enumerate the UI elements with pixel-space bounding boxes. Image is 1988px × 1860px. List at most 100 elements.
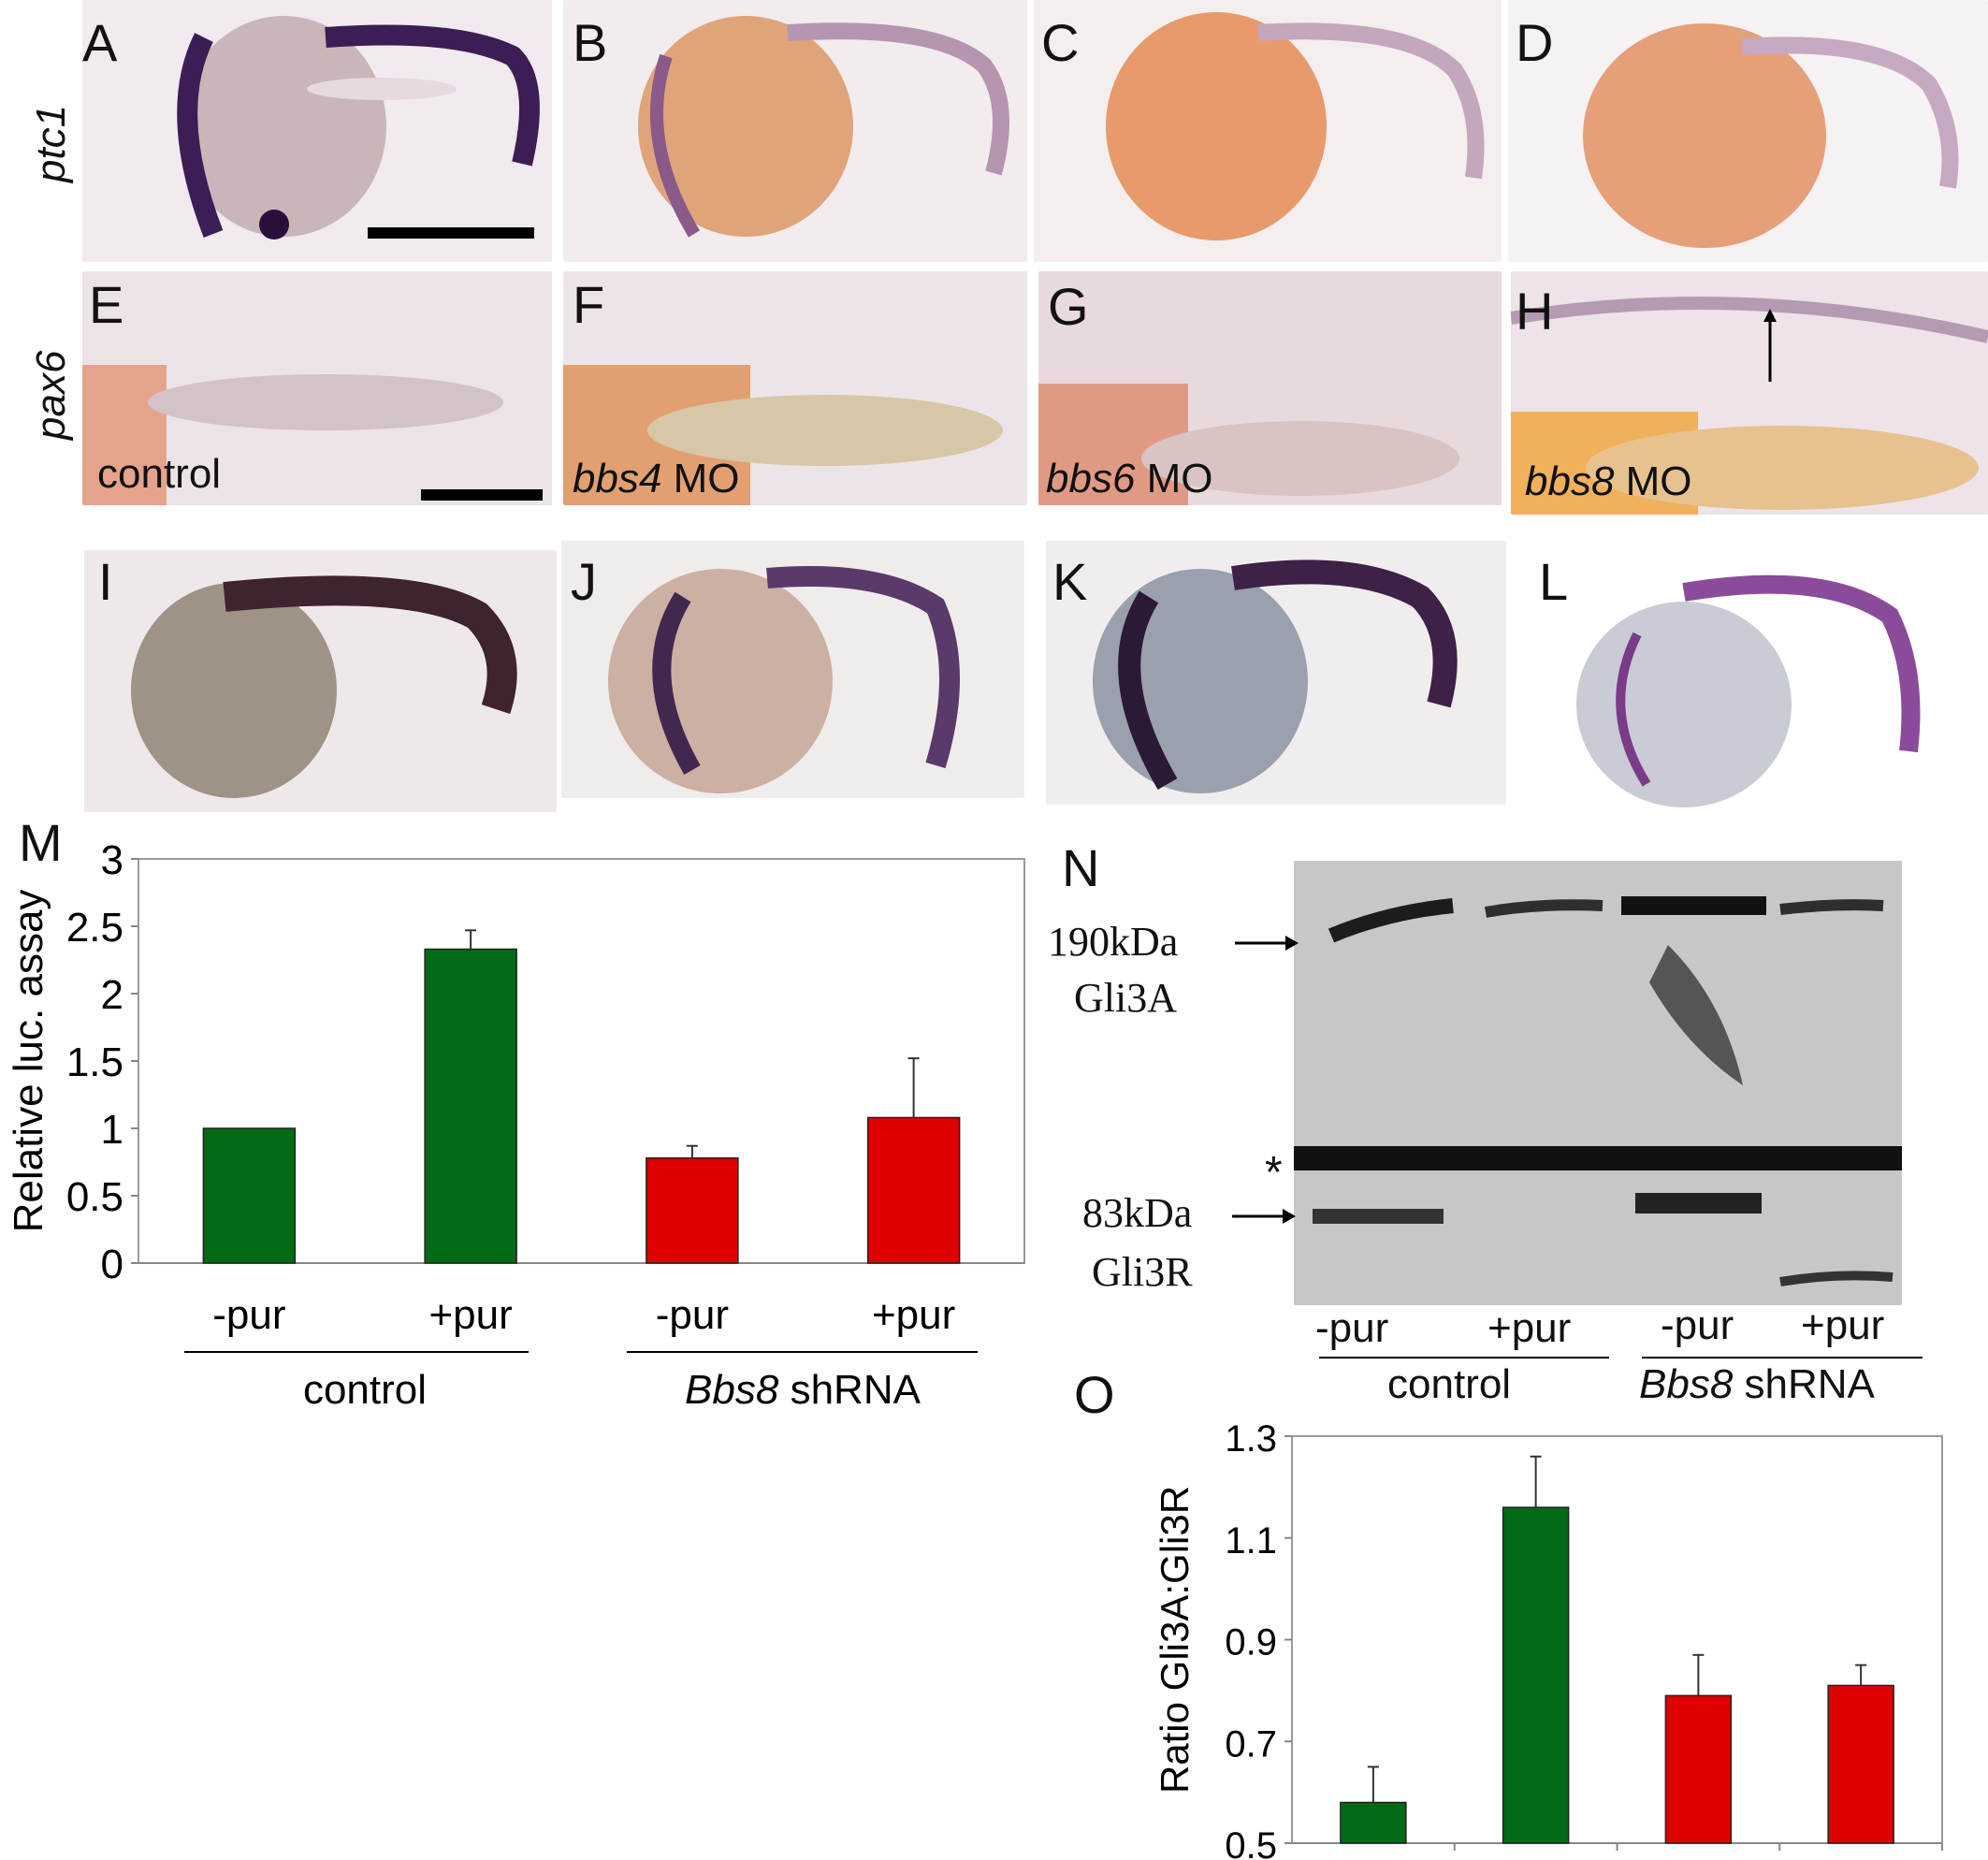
embryo-i-illustration bbox=[131, 575, 517, 798]
x-tick-label-2: -pur bbox=[656, 1292, 729, 1338]
embryo-h-illustration bbox=[1511, 297, 1988, 515]
panel-label-j: J bbox=[571, 552, 597, 611]
panel-label-f: F bbox=[573, 275, 605, 334]
embryo-d-illustration bbox=[1583, 23, 1959, 248]
panel-label-o: O bbox=[1074, 1365, 1115, 1424]
embryo-c-illustration bbox=[1106, 12, 1485, 240]
blot-label-83kda: 83kDa bbox=[1082, 1190, 1193, 1236]
embryo-j-illustration bbox=[608, 566, 960, 793]
embryo-k-illustration bbox=[1093, 559, 1458, 793]
embryo-g-illustration bbox=[1038, 384, 1459, 505]
y-tick-label-2: 1 bbox=[101, 1107, 123, 1153]
blot-group-line-control bbox=[1319, 1357, 1609, 1359]
panel-label-l: L bbox=[1539, 552, 1569, 611]
blot-group-line-bbs8 bbox=[1642, 1357, 1923, 1359]
bar-3 bbox=[866, 1116, 961, 1264]
group-label-bbs8: Bbs8 shRNA bbox=[685, 1367, 921, 1413]
panel-a-image bbox=[82, 0, 552, 262]
row-label-pax6: pax6 bbox=[28, 350, 74, 440]
blot-group-control: control bbox=[1387, 1361, 1512, 1407]
panel-label-n: N bbox=[1062, 838, 1100, 897]
panel-label-b: B bbox=[573, 13, 608, 72]
panel-label-i: I bbox=[98, 552, 113, 611]
blot-shrna-suffix: shRNA bbox=[1733, 1361, 1875, 1407]
bar-0 bbox=[1340, 1801, 1407, 1844]
panel-label-h: H bbox=[1516, 282, 1554, 341]
condition-label-bbs8: bbs8 MO bbox=[1525, 461, 1692, 502]
panel-label-c: C bbox=[1041, 13, 1080, 72]
group-label-control: control bbox=[303, 1367, 427, 1413]
panel-label-m: M bbox=[19, 813, 63, 872]
y-tick-label-0: 0.5 bbox=[1225, 1825, 1277, 1860]
blot-label-190kda: 190kDa bbox=[1048, 919, 1179, 965]
y-tick-label-5: 2.5 bbox=[66, 905, 123, 951]
blot-label-gli3a: Gli3A bbox=[1074, 975, 1177, 1021]
condition-label-bbs6: bbs6 MO bbox=[1046, 458, 1213, 500]
embryo-l-illustration bbox=[1576, 574, 1921, 807]
y-axis-title: Ratio Gli3A:Gli3R bbox=[1155, 1486, 1197, 1794]
y-tick-label-4: 1.3 bbox=[1225, 1418, 1277, 1460]
bar-1 bbox=[1502, 1506, 1570, 1844]
panel-k-image bbox=[1046, 541, 1506, 805]
arrow-190kda bbox=[1235, 936, 1299, 951]
y-axis-title: Relative luc. assay bbox=[6, 890, 51, 1233]
x-tick-label-3: +pur bbox=[872, 1292, 955, 1338]
y-tick-label-0: 0 bbox=[101, 1242, 123, 1287]
condition-label-control: control bbox=[97, 451, 222, 497]
blot-label-asterisk: * bbox=[1265, 1148, 1283, 1198]
western-blot-image bbox=[1294, 861, 1902, 1305]
group-label-bbs8-suffix: shRNA bbox=[778, 1367, 921, 1413]
bar-2 bbox=[646, 1156, 739, 1264]
panel-g-image bbox=[1038, 271, 1502, 505]
gene-bbs4: bbs4 bbox=[573, 456, 662, 501]
panel-label-k: K bbox=[1052, 552, 1088, 611]
panel-f-image bbox=[563, 271, 1027, 505]
panel-label-g: G bbox=[1048, 277, 1089, 336]
blot-label-gli3r: Gli3R bbox=[1092, 1249, 1193, 1295]
blot-bands-illustration bbox=[1294, 861, 1902, 1305]
y-tick-label-3: 1.1 bbox=[1225, 1520, 1277, 1562]
blot-lane-4: +pur bbox=[1801, 1302, 1885, 1348]
panel-label-e: E bbox=[89, 275, 124, 334]
blot-lane-1: -pur bbox=[1315, 1305, 1389, 1351]
panel-b-image bbox=[563, 0, 1027, 262]
scale-bar-a bbox=[368, 227, 534, 239]
scale-bar-e bbox=[421, 489, 543, 501]
gene-bbs6: bbs6 bbox=[1046, 456, 1136, 501]
chart-o: 0.5 0.7 0.9 1.1 1.3 Ratio Gli3A:Gli3R bbox=[1155, 1418, 1943, 1860]
x-tick-label-1: +pur bbox=[428, 1292, 512, 1338]
panel-label-a: A bbox=[82, 13, 118, 72]
y-tick-label-6: 3 bbox=[101, 837, 123, 883]
row-label-ptc1: ptc1 bbox=[28, 104, 74, 182]
y-tick-label-2: 0.9 bbox=[1225, 1622, 1277, 1664]
embryo-a-illustration bbox=[177, 16, 540, 240]
chart-m: 0 0.5 1 1.5 2 2.5 3 -pur +pur -pur +pur Relative lu… bbox=[6, 837, 1025, 1413]
arrow-indicator-h bbox=[1763, 309, 1777, 382]
mo-suffix-bbs8: MO bbox=[1614, 458, 1692, 504]
blot-lane-3: -pur bbox=[1661, 1302, 1734, 1348]
panel-d-image bbox=[1508, 0, 1988, 262]
blot-gene-bbs8: Bbs8 bbox=[1639, 1361, 1734, 1407]
blot-group-bbs8: Bbs8 shRNA bbox=[1639, 1364, 1875, 1405]
panel-i-image bbox=[84, 550, 557, 812]
bar-3 bbox=[1827, 1684, 1894, 1844]
x-tick-label-0: -pur bbox=[212, 1292, 285, 1338]
mo-suffix-bbs6: MO bbox=[1135, 456, 1213, 501]
mo-suffix-bbs4: MO bbox=[661, 456, 740, 501]
panel-l-image bbox=[1544, 550, 1988, 812]
panel-label-d: D bbox=[1516, 13, 1554, 72]
y-tick-label-4: 2 bbox=[101, 972, 123, 1018]
embryo-b-illustration bbox=[638, 16, 1009, 238]
condition-label-bbs4: bbs4 MO bbox=[573, 458, 740, 500]
y-tick-label-1: 0.7 bbox=[1225, 1723, 1277, 1765]
panel-e-image bbox=[82, 271, 552, 505]
bar-1 bbox=[424, 948, 517, 1264]
embryo-f-illustration bbox=[563, 365, 1003, 505]
panel-c-image bbox=[1034, 0, 1502, 262]
y-tick-label-1: 0.5 bbox=[66, 1174, 123, 1220]
bar-2 bbox=[1664, 1694, 1733, 1844]
embryo-e-illustration bbox=[82, 365, 503, 505]
panel-h-image bbox=[1511, 271, 1988, 515]
gene-bbs8: bbs8 bbox=[1525, 458, 1615, 504]
group-label-bbs8-gene: Bbs8 bbox=[685, 1367, 779, 1413]
